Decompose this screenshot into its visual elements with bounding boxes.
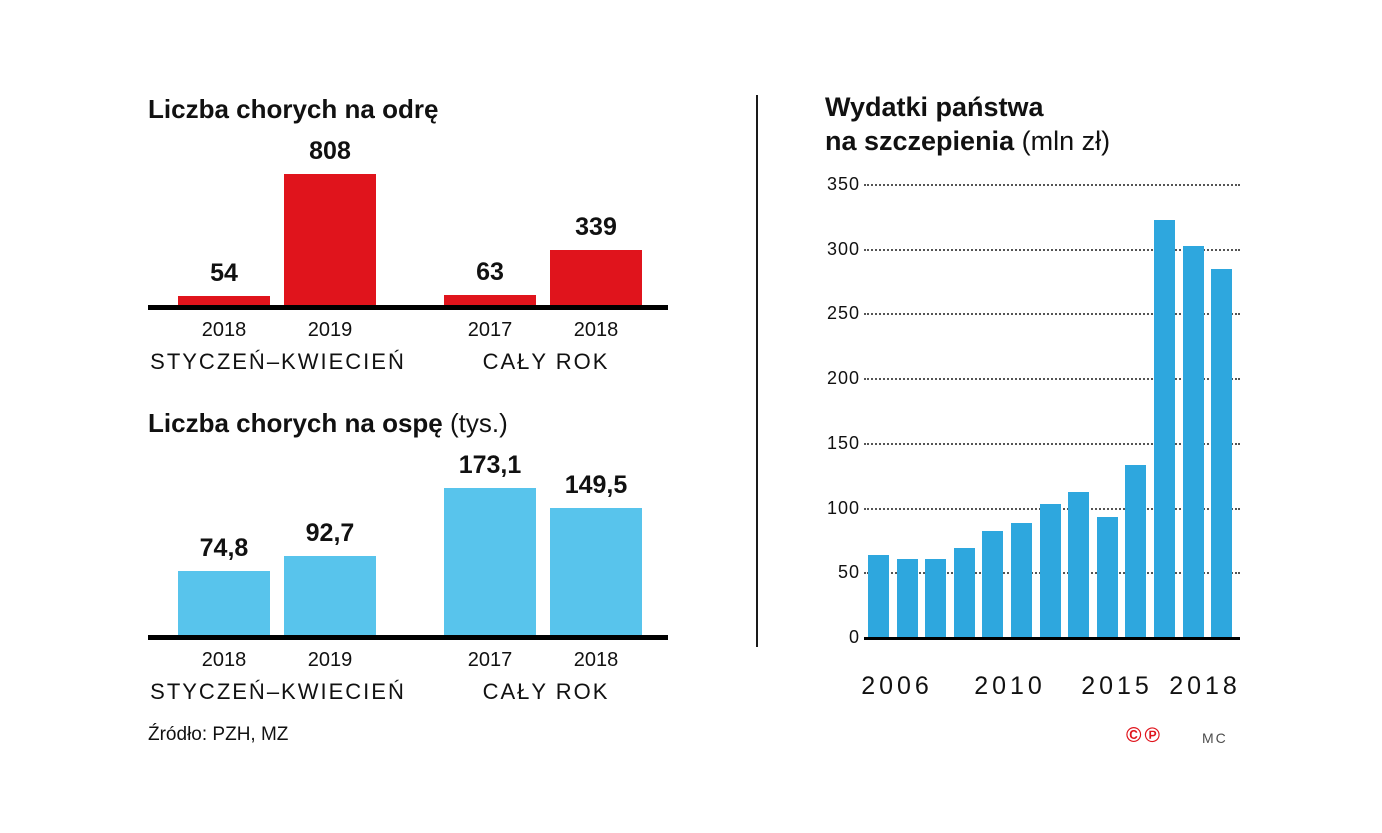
bar-measles-2019 [284, 174, 376, 305]
bar-2010 [982, 531, 1003, 637]
bar-year-label: 2019 [307, 319, 353, 341]
bar-chickenpox-2019 [284, 556, 376, 635]
spending-chart-title-line2: na szczepienia (mln zł) [825, 126, 1110, 157]
bar-year-label: 2018 [201, 649, 247, 671]
rights-marks: ©℗ [1126, 724, 1163, 748]
y-axis-tick-label: 200 [826, 368, 860, 388]
y-axis-tick-label: 0 [848, 627, 860, 647]
y-axis-tick-label: 300 [826, 239, 860, 259]
bar-2007 [897, 559, 918, 637]
measles-x-axis-line [148, 305, 668, 310]
measles-chart-title: Liczba chorych na odrę [148, 94, 438, 125]
gridline-300 [864, 249, 1240, 251]
bar-2013 [1068, 492, 1089, 637]
chickenpox-chart-title: Liczba chorych na ospę (tys.) [148, 408, 508, 439]
source-note: Źródło: PZH, MZ [148, 724, 289, 745]
bar-2015 [1125, 465, 1146, 637]
bar-measles-2018 [178, 296, 270, 305]
bar-year-label: 2018 [573, 319, 619, 341]
bar-2006 [868, 555, 889, 637]
gridline-350 [864, 184, 1240, 186]
gridline-250 [864, 313, 1240, 315]
spending-x-axis: 2006 2010 2015 2018 [861, 672, 1240, 716]
measles-chart: Liczba chorych na odrę 54 2018 808 2019 63 20… [148, 90, 688, 390]
bar-year-label: 2018 [573, 649, 619, 671]
chickenpox-chart-title-text: Liczba chorych na ospę [148, 408, 443, 438]
chickenpox-chart-title-unit: (tys.) [449, 408, 508, 438]
bar-year-label: 2018 [201, 319, 247, 341]
bar-value-label: 74,8 [199, 534, 249, 562]
spending-chart: Wydatki państwa na szczepienia (mln zł) … [823, 90, 1263, 750]
x-axis-tick-label: 2006 [861, 672, 933, 700]
bar-value-label: 92,7 [305, 519, 355, 547]
author-credit: MC [1202, 730, 1228, 746]
bar-value-label: 54 [210, 259, 238, 287]
chickenpox-chart: Liczba chorych na ospę (tys.) 74,8 2018 92… [148, 400, 688, 704]
spending-plot-area [864, 184, 1240, 640]
y-axis-tick-label: 50 [837, 562, 860, 582]
vertical-divider [756, 95, 758, 647]
bar-value-label: 149,5 [564, 471, 628, 499]
bar-value-label: 63 [476, 258, 504, 286]
bar-measles-2017 [444, 295, 536, 305]
bar-2012 [1040, 504, 1061, 637]
bar-2011 [1011, 523, 1032, 637]
bar-2008 [925, 559, 946, 637]
phonogram-icon: ℗ [1144, 724, 1163, 747]
spending-chart-title-unit: (mln zł) [1021, 126, 1111, 156]
bar-value-label: 173,1 [458, 451, 522, 479]
spending-x-axis-line [864, 637, 1240, 640]
bar-year-label: 2017 [467, 649, 513, 671]
bar-2017 [1183, 246, 1204, 637]
group-label: STYCZEŃ–KWIECIEŃ [150, 349, 406, 374]
bar-2018 [1211, 269, 1232, 637]
bar-year-label: 2017 [467, 319, 513, 341]
group-label: CAŁY ROK [482, 349, 610, 374]
bar-chickenpox-2017 [444, 488, 536, 635]
y-axis-tick-label: 250 [826, 303, 860, 323]
y-axis-tick-label: 350 [826, 174, 860, 194]
group-label: STYCZEŃ–KWIECIEŃ [150, 679, 406, 704]
bar-2014 [1097, 517, 1118, 637]
group-label: CAŁY ROK [482, 679, 610, 704]
spending-chart-title-line1: Wydatki państwa [825, 92, 1044, 122]
bar-value-label: 339 [575, 213, 617, 241]
copyright-icon: © [1126, 724, 1145, 747]
y-axis-tick-label: 150 [826, 433, 860, 453]
bar-2009 [954, 548, 975, 637]
bar-chickenpox-2018 [178, 571, 270, 635]
gridline-200 [864, 378, 1240, 380]
x-axis-tick-label: 2015 [1081, 672, 1153, 700]
bar-2016 [1154, 220, 1175, 637]
bar-measles-2018 [550, 250, 642, 305]
y-axis-tick-label: 100 [826, 498, 860, 518]
gridline-150 [864, 443, 1240, 445]
bar-year-label: 2019 [307, 649, 353, 671]
x-axis-tick-label: 2018 [1169, 672, 1241, 700]
measles-chart-title-text: Liczba chorych na odrę [148, 94, 439, 124]
chickenpox-x-axis-line [148, 635, 668, 640]
spending-chart-title-line2-text: na szczepienia [825, 126, 1015, 156]
bar-chickenpox-2018 [550, 508, 642, 635]
spending-y-axis: 350 300 250 200 150 100 50 0 [823, 174, 860, 647]
bar-value-label: 808 [309, 137, 351, 165]
x-axis-tick-label: 2010 [974, 672, 1046, 700]
